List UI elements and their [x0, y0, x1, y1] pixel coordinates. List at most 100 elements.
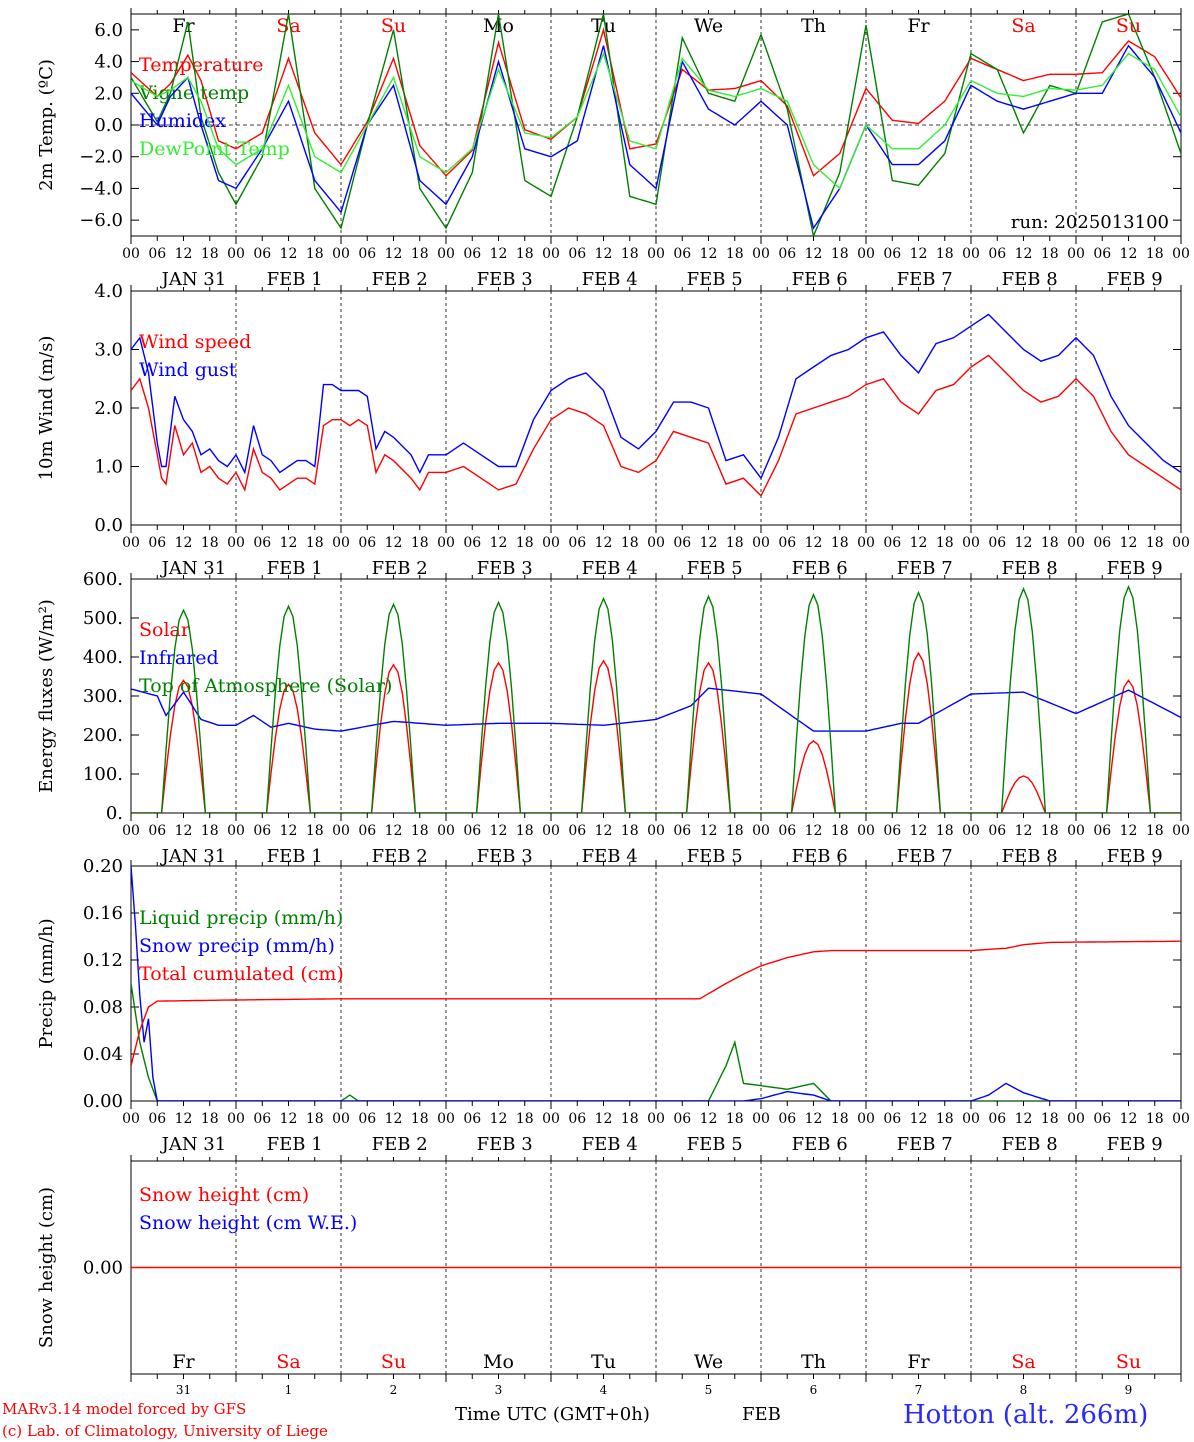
date-label: FEB 3: [477, 846, 533, 867]
hour-tick-label: 00: [122, 1111, 140, 1127]
hour-tick-label: 00: [1067, 535, 1085, 551]
hour-tick-label: 12: [385, 535, 403, 551]
day-of-week-label: Th: [801, 1351, 826, 1373]
series-line-wind-speed: [131, 354, 1181, 497]
hour-tick-label: 00: [542, 246, 560, 262]
legend-entry: Humidex: [139, 110, 226, 132]
hour-tick-label: 00: [1172, 1111, 1190, 1127]
hour-tick-label: 06: [358, 823, 376, 839]
hour-tick-label: 00: [647, 246, 665, 262]
y-tick-label: 300.: [83, 686, 123, 707]
date-label: 2: [390, 1383, 398, 1397]
hour-tick-label: 18: [936, 246, 954, 262]
hour-tick-label: 12: [805, 1111, 823, 1127]
hour-tick-label: 18: [411, 246, 429, 262]
hour-tick-label: 18: [516, 1111, 534, 1127]
date-label: FEB 6: [792, 1134, 848, 1155]
hour-tick-label: 06: [148, 823, 166, 839]
date-label: FEB 8: [1002, 1134, 1058, 1155]
date-label: FEB 1: [267, 558, 323, 579]
y-tick-label: 400.: [83, 647, 123, 668]
hour-tick-label: 00: [752, 246, 770, 262]
hour-tick-label: 12: [490, 246, 508, 262]
day-of-week-label: Fr: [172, 1351, 195, 1373]
hour-tick-label: 12: [595, 1111, 613, 1127]
hour-tick-label: 00: [227, 1111, 245, 1127]
hour-tick-label: 06: [1093, 823, 1111, 839]
series-line-solar: [131, 651, 1181, 813]
hour-tick-label: 00: [332, 823, 350, 839]
hour-tick-label: 12: [385, 246, 403, 262]
date-label: 1: [285, 1383, 293, 1397]
hour-tick-label: 18: [936, 823, 954, 839]
date-label: FEB 5: [687, 846, 743, 867]
day-of-week-label: Sa: [1011, 1351, 1035, 1373]
hour-tick-label: 00: [332, 1111, 350, 1127]
hour-tick-label: 06: [358, 1111, 376, 1127]
hour-tick-label: 00: [647, 823, 665, 839]
date-label: JAN 31: [160, 558, 227, 579]
y-tick-label: 2.0: [94, 398, 123, 419]
hour-tick-label: 18: [831, 1111, 849, 1127]
hour-tick-label: 06: [463, 535, 481, 551]
day-of-week-label: Mo: [483, 1351, 514, 1373]
hour-tick-label: 12: [1015, 1111, 1033, 1127]
hour-tick-label: 18: [1041, 535, 1059, 551]
date-label: 31: [176, 1383, 191, 1397]
hour-tick-label: 06: [568, 246, 586, 262]
hour-tick-label: 12: [700, 823, 718, 839]
hour-tick-label: 18: [1146, 535, 1164, 551]
hour-tick-label: 12: [490, 823, 508, 839]
hour-tick-label: 06: [568, 823, 586, 839]
legend-entry: Vigne temp: [138, 82, 249, 104]
hour-tick-label: 12: [595, 246, 613, 262]
series-line-snow-precip-mm-h-: [131, 866, 1181, 1101]
y-tick-label: 0.0: [94, 515, 123, 536]
date-label: FEB 7: [897, 846, 953, 867]
hour-tick-label: 06: [673, 246, 691, 262]
date-label: FEB 9: [1107, 846, 1163, 867]
y-tick-label: 4.0: [94, 281, 123, 302]
hour-tick-label: 12: [175, 535, 193, 551]
hour-tick-label: 00: [647, 535, 665, 551]
day-of-week-label: Su: [381, 1351, 406, 1373]
y-tick-label: 0.00: [83, 1091, 123, 1112]
run-annotation: run: 2025013100: [1011, 212, 1169, 233]
series-line-total-cumulated-cm-: [131, 940, 1181, 1066]
date-label: FEB 6: [792, 269, 848, 290]
day-of-week-label: Fr: [907, 15, 930, 37]
legend-entry: Temperature: [139, 54, 263, 76]
hour-tick-label: 00: [542, 823, 560, 839]
date-label: JAN 31: [160, 1134, 227, 1155]
y-tick-label: 500.: [83, 608, 123, 629]
y-axis-title: Energy fluxes (W/m²): [36, 599, 57, 793]
legend-entry: Liquid precip (mm/h): [139, 907, 343, 929]
hour-tick-label: 12: [175, 823, 193, 839]
date-label: JAN 31: [160, 269, 227, 290]
hour-tick-label: 12: [910, 1111, 928, 1127]
hour-tick-label: 00: [437, 1111, 455, 1127]
hour-tick-label: 18: [201, 823, 219, 839]
date-label: FEB 1: [267, 846, 323, 867]
date-label: 8: [1020, 1383, 1028, 1397]
hour-tick-label: 18: [516, 535, 534, 551]
day-of-week-label: Sa: [276, 1351, 300, 1373]
hour-tick-label: 06: [988, 246, 1006, 262]
hour-tick-label: 18: [411, 823, 429, 839]
date-label: FEB 7: [897, 1134, 953, 1155]
y-axis-title: Snow height (cm): [36, 1187, 57, 1348]
hour-tick-label: 18: [831, 246, 849, 262]
date-label: FEB 5: [687, 1134, 743, 1155]
date-label: FEB 4: [582, 269, 638, 290]
hour-tick-label: 00: [122, 823, 140, 839]
day-of-week-label: We: [694, 1351, 723, 1373]
hour-tick-label: 06: [1093, 535, 1111, 551]
date-label: FEB 2: [372, 846, 428, 867]
hour-tick-label: 18: [1146, 246, 1164, 262]
date-label: FEB 9: [1107, 558, 1163, 579]
hour-tick-label: 12: [700, 535, 718, 551]
hour-tick-label: 18: [306, 246, 324, 262]
hour-tick-label: 00: [857, 246, 875, 262]
day-of-week-label: Mo: [483, 15, 514, 37]
hour-tick-label: 06: [148, 535, 166, 551]
